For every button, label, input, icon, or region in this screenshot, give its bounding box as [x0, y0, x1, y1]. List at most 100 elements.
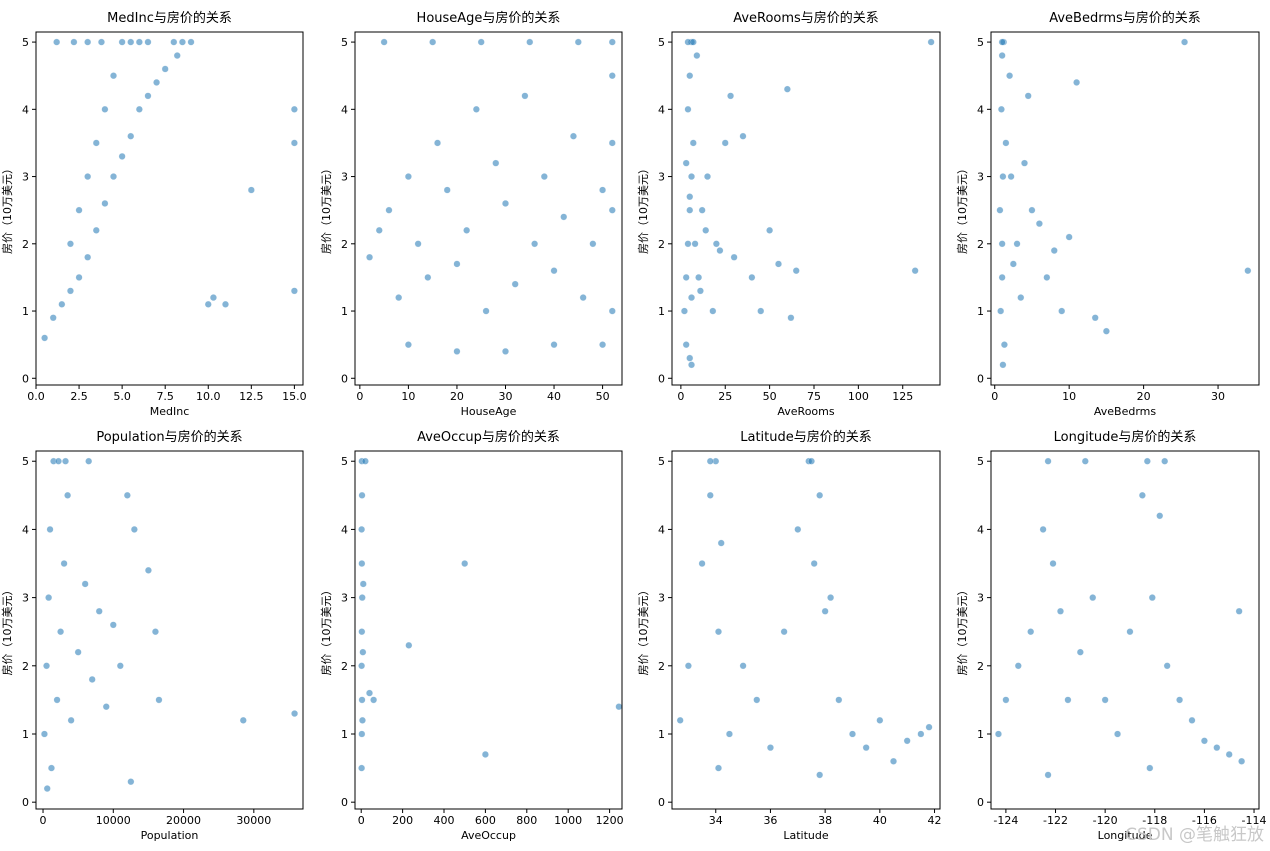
- scatter-point: [1064, 696, 1072, 704]
- scatter-point: [599, 186, 607, 194]
- x-tick-label: 12.5: [239, 390, 264, 403]
- subplot-title: HouseAge与房价的关系: [417, 10, 561, 26]
- scatter-point: [1044, 457, 1052, 465]
- x-axis-label: HouseAge: [461, 405, 517, 418]
- scatter-point: [64, 491, 72, 499]
- scatter-point: [1028, 206, 1036, 214]
- scatter-point: [1043, 273, 1051, 281]
- scatter-point: [290, 105, 298, 113]
- scatter-point: [998, 240, 1006, 248]
- scatter-point: [876, 716, 884, 724]
- scatter-point: [816, 491, 824, 499]
- scatter-point: [783, 85, 791, 93]
- scatter-point: [526, 38, 534, 46]
- scatter-point: [999, 173, 1007, 181]
- y-tick-label: 1: [341, 728, 348, 741]
- scatter-point: [482, 307, 490, 315]
- x-tick-label: 0.0: [27, 390, 45, 403]
- scatter-point: [698, 559, 706, 568]
- scatter-point: [862, 744, 870, 752]
- scatter-point: [1017, 294, 1025, 302]
- x-tick-label: 10: [401, 390, 415, 403]
- scatter-point: [92, 139, 100, 147]
- scatter-point: [917, 730, 925, 738]
- scatter-point: [290, 287, 298, 295]
- scatter-point: [433, 139, 442, 147]
- x-axis-label: AveOccup: [461, 829, 516, 842]
- scatter-point: [787, 314, 795, 322]
- scatter-point: [366, 253, 374, 261]
- scatter-point: [687, 173, 696, 181]
- scatter-point: [61, 457, 70, 465]
- x-tick-label: 34: [709, 814, 723, 827]
- y-tick-label: 4: [658, 523, 665, 536]
- scatter-point: [1073, 78, 1081, 86]
- scatter-point: [75, 206, 83, 214]
- scatter-point: [358, 559, 366, 568]
- scatter-point: [102, 703, 110, 711]
- y-tick-label: 3: [22, 592, 29, 605]
- scatter-point: [463, 226, 471, 234]
- subplot-title: AveBedrms与房价的关系: [1049, 10, 1201, 26]
- axes-frame: [990, 31, 1260, 386]
- scatter-point: [589, 240, 597, 248]
- x-tick-label: 38: [818, 814, 832, 827]
- scatter-point: [739, 662, 747, 670]
- x-tick-label: 400: [434, 814, 455, 827]
- scatter-point: [370, 696, 378, 704]
- scatter-point: [405, 641, 413, 649]
- x-axis-label: Longitude: [1098, 829, 1153, 842]
- x-tick-label: 25: [718, 390, 732, 403]
- y-tick-label: 0: [341, 372, 348, 385]
- scatter-point: [998, 51, 1006, 60]
- scatter-point: [359, 580, 367, 588]
- y-tick-label: 5: [22, 36, 29, 49]
- y-tick-label: 3: [977, 171, 984, 184]
- scatter-point: [1176, 696, 1184, 704]
- scatter-point: [88, 675, 96, 683]
- y-tick-label: 2: [341, 238, 348, 251]
- y-axis-label: 房价（10万美元）: [637, 585, 650, 676]
- scatter-point: [1000, 341, 1008, 349]
- scatter-point: [291, 709, 299, 718]
- scatter-point: [1050, 246, 1058, 255]
- subplot-6: 0 200 400 600 800 1000 1200 0 1 2 3 4 5 AveOccup与房价的关…: [320, 429, 624, 842]
- x-tick-label: 2.5: [70, 390, 88, 403]
- scatter-point: [404, 173, 412, 181]
- scatter-point: [1020, 159, 1029, 167]
- scatter-point: [608, 72, 616, 80]
- scatter-point: [903, 737, 911, 745]
- scatter-point: [560, 213, 568, 221]
- scatter-point: [682, 341, 690, 349]
- scatter-point: [501, 199, 510, 208]
- scatter-point: [221, 300, 230, 308]
- scatter-point: [359, 648, 367, 656]
- scatter-point: [511, 280, 519, 288]
- scatter-point: [127, 778, 135, 786]
- scatter-point: [794, 525, 802, 533]
- x-tick-label: 40: [873, 814, 887, 827]
- scatter-point: [239, 716, 247, 724]
- scatter-point: [375, 226, 383, 234]
- scatter-point: [46, 525, 54, 533]
- scatter-point: [492, 159, 500, 167]
- scatter-point: [682, 159, 690, 167]
- x-tick-label: 0: [677, 390, 684, 403]
- scatter-point: [550, 267, 558, 275]
- axes-frame: [35, 450, 304, 810]
- x-tick-label: -124: [993, 814, 1018, 827]
- scatter-point: [477, 38, 485, 46]
- y-axis-label: 房价（10万美元）: [637, 163, 650, 254]
- scatter-point: [109, 173, 118, 181]
- scatter-point: [687, 361, 696, 369]
- scatter-point: [727, 92, 735, 100]
- scatter-point: [1213, 744, 1221, 752]
- x-tick-label: 0: [991, 390, 998, 403]
- scatter-point: [689, 38, 697, 46]
- scatter-point: [57, 628, 65, 636]
- subplot-title: AveOccup与房价的关系: [417, 429, 560, 445]
- y-tick-label: 0: [658, 796, 665, 809]
- scatter-point: [66, 240, 75, 248]
- scatter-point: [827, 594, 835, 602]
- subplot-title: Latitude与房价的关系: [740, 429, 872, 445]
